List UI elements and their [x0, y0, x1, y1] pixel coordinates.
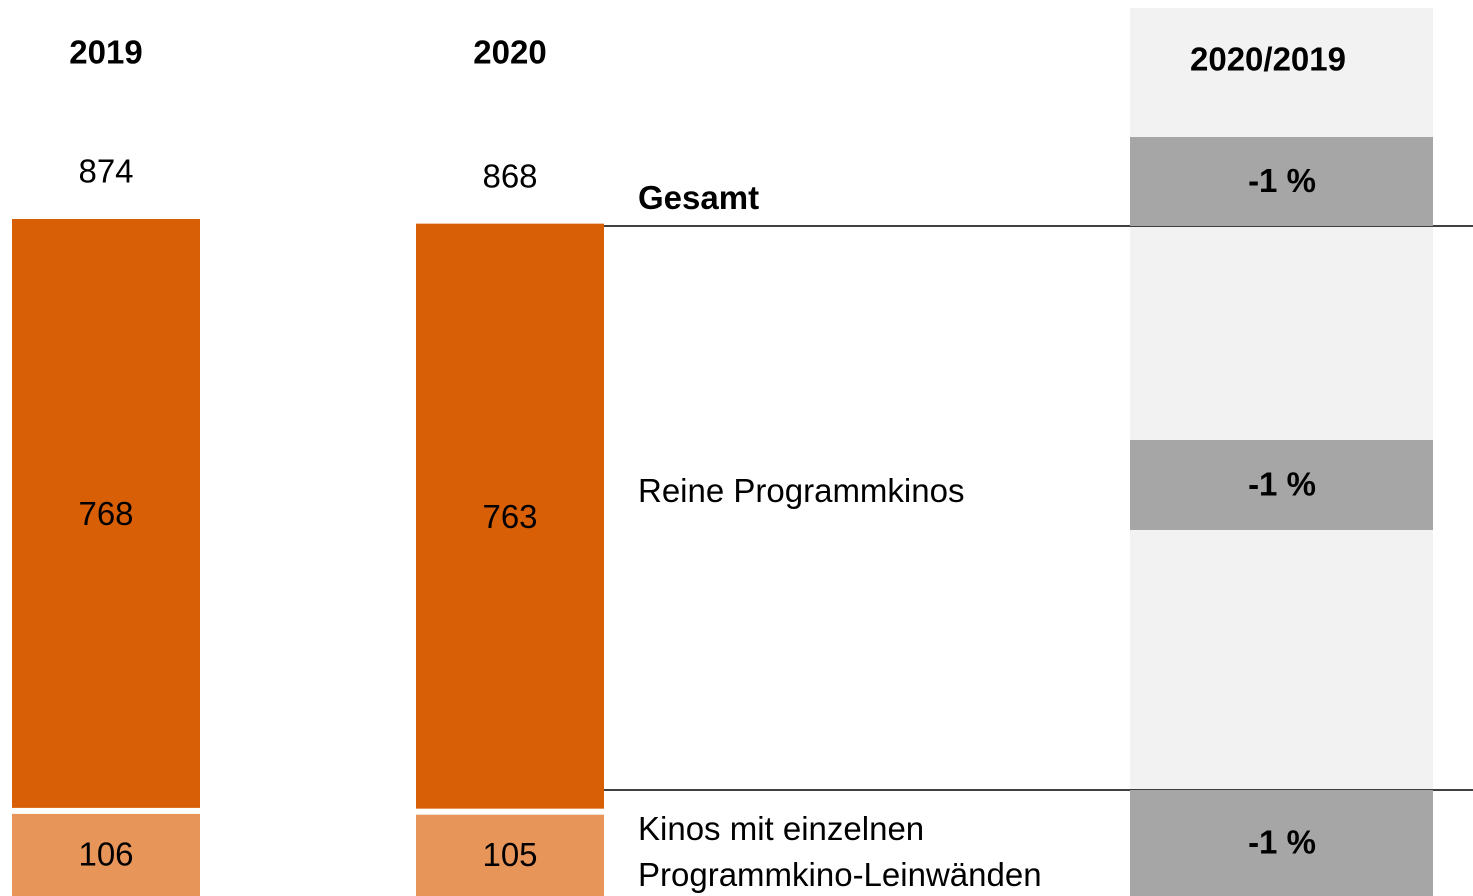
change-label: -1 % — [1248, 824, 1316, 861]
segment-label: 106 — [78, 836, 133, 873]
change-label: -1 % — [1248, 162, 1316, 199]
row-label-box: Reine Programmkinos — [638, 472, 965, 509]
category-label: 2019 — [69, 34, 142, 71]
segment-label: 768 — [78, 495, 133, 532]
change-box — [1130, 440, 1433, 530]
change-title: 2020/2019 — [1190, 41, 1346, 78]
change-label: -1 % — [1248, 466, 1316, 503]
row-label: Gesamt — [638, 179, 760, 216]
bar-segment — [12, 219, 200, 808]
row-label: Reine Programmkinos — [638, 472, 965, 509]
row-label-box: Gesamt — [638, 179, 760, 216]
bar-segment — [12, 813, 200, 896]
change-box — [1130, 137, 1433, 226]
row-label: Kinos mit einzelnen Programmkino-Leinwän… — [638, 810, 1042, 893]
segment-label: 763 — [482, 498, 537, 535]
row-label-box: Kinos mit einzelnen Programmkino-Leinwän… — [638, 810, 1042, 893]
bar-segment — [416, 814, 604, 896]
bar-segment — [416, 223, 604, 809]
segment-label: 105 — [482, 836, 537, 873]
category-label: 2020 — [473, 34, 546, 71]
total-label: 868 — [482, 157, 537, 194]
change-box — [1130, 790, 1433, 896]
total-label: 874 — [78, 153, 133, 190]
